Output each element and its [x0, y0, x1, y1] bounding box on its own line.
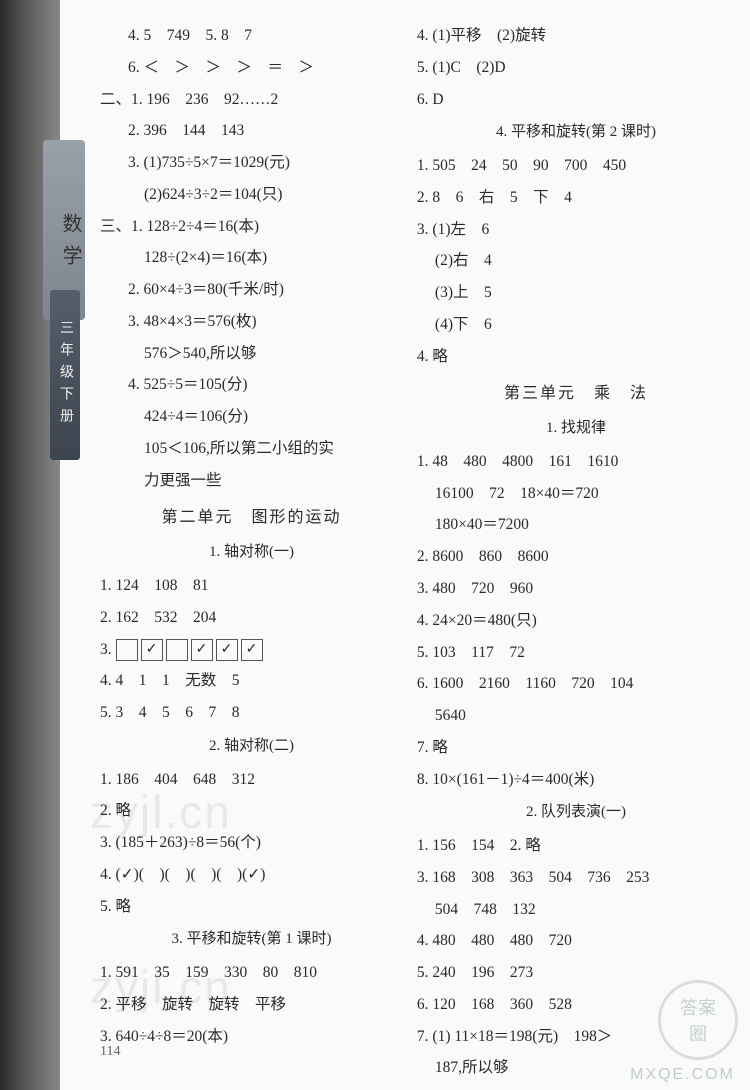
text-line: 1. 48 480 4800 161 1610: [417, 446, 735, 478]
checkbox: ✓: [216, 639, 238, 661]
text-line: 三、1. 128÷2÷4＝16(本): [100, 211, 403, 243]
watermark-url: MXQE.COM: [630, 1066, 735, 1084]
text-line: 6. ＜ ＞ ＞ ＞ ＝ ＞: [100, 52, 403, 84]
text-line: 6. D: [417, 84, 735, 116]
grade-label: 三年级下册: [55, 320, 75, 430]
unit-heading: 第三单元 乘 法: [417, 378, 735, 411]
column-left: 4. 5 749 5. 8 76. ＜ ＞ ＞ ＞ ＝ ＞二、1. 196 23…: [100, 20, 403, 1070]
text-line: 二、1. 196 236 92……2: [100, 84, 403, 116]
text-line: 424÷4＝106(分): [100, 401, 403, 433]
section-heading: 4. 平移和旋转(第 2 课时): [417, 117, 735, 148]
text-line: 3. 168 308 363 504 736 253: [417, 862, 735, 894]
text-line: 1. 591 35 159 330 80 810: [100, 957, 403, 989]
checkbox-row: 3. ✓✓✓✓: [100, 634, 403, 666]
text-line: 180×40＝7200: [417, 509, 735, 541]
text-line: 4. 4 1 1 无数 5: [100, 665, 403, 697]
text-line: 3. (1)735÷5×7＝1029(元): [100, 147, 403, 179]
text-line: 2. 平移 旋转 旋转 平移: [100, 989, 403, 1021]
text-line: 2. 60×4÷3＝80(千米/时): [100, 274, 403, 306]
text-line: 16100 72 18×40＝720: [417, 478, 735, 510]
text-line: 3. 48×4×3＝576(枚): [100, 306, 403, 338]
text-line: (2)624÷3÷2＝104(只): [100, 179, 403, 211]
unit-heading: 第二单元 图形的运动: [100, 502, 403, 535]
row-label: 3.: [100, 641, 116, 658]
text-line: 2. 162 532 204: [100, 602, 403, 634]
text-line: (3)上 5: [417, 277, 735, 309]
text-line: 3. (1)左 6: [417, 214, 735, 246]
text-line: 1. 156 154 2. 略: [417, 830, 735, 862]
text-line: 576＞540,所以够: [100, 338, 403, 370]
text-line: 1. 505 24 50 90 700 450: [417, 150, 735, 182]
text-line: 504 748 132: [417, 894, 735, 926]
text-line: 1. 186 404 648 312: [100, 764, 403, 796]
checkbox: [116, 639, 138, 661]
text-line: 5. 略: [100, 891, 403, 923]
page-number: 114: [100, 1044, 120, 1060]
text-line: 6. 1600 2160 1160 720 104: [417, 668, 735, 700]
checkbox: ✓: [241, 639, 263, 661]
text-line: 3. 640÷4÷8＝20(本): [100, 1021, 403, 1053]
subject-label: 数学: [56, 213, 85, 277]
section-heading: 3. 平移和旋转(第 1 课时): [100, 924, 403, 955]
section-heading: 1. 找规律: [417, 413, 735, 444]
section-heading: 2. 轴对称(二): [100, 731, 403, 762]
logo-bottom: 圈: [689, 1020, 707, 1046]
page: 数学 三年级下册 4. 5 749 5. 8 76. ＜ ＞ ＞ ＞ ＝ ＞二、…: [0, 0, 750, 1090]
text-line: 7. 略: [417, 732, 735, 764]
checkbox: [166, 639, 188, 661]
text-line: 2. 396 144 143: [100, 115, 403, 147]
logo-top: 答案: [680, 994, 716, 1020]
text-line: 力更强一些: [100, 465, 403, 497]
text-line: (4)下 6: [417, 309, 735, 341]
content-area: 4. 5 749 5. 8 76. ＜ ＞ ＞ ＞ ＝ ＞二、1. 196 23…: [100, 20, 735, 1070]
section-heading: 2. 队列表演(一): [417, 797, 735, 828]
text-line: 5640: [417, 700, 735, 732]
watermark-logo: 答案 圈: [658, 980, 738, 1060]
text-line: 2. 8 6 右 5 下 4: [417, 182, 735, 214]
text-line: 4. 480 480 480 720: [417, 925, 735, 957]
text-line: 4. 525÷5＝105(分): [100, 369, 403, 401]
text-line: 3. 480 720 960: [417, 573, 735, 605]
checkbox: ✓: [141, 639, 163, 661]
text-line: 4. (✓)( )( )( )( )(✓): [100, 859, 403, 891]
text-line: 3. (185＋263)÷8＝56(个): [100, 827, 403, 859]
section-heading: 1. 轴对称(一): [100, 537, 403, 568]
text-line: 1. 124 108 81: [100, 570, 403, 602]
text-line: 4. (1)平移 (2)旋转: [417, 20, 735, 52]
text-line: 5. 3 4 5 6 7 8: [100, 697, 403, 729]
checkbox: ✓: [191, 639, 213, 661]
column-right: 4. (1)平移 (2)旋转5. (1)C (2)D6. D4. 平移和旋转(第…: [417, 20, 735, 1070]
text-line: 4. 略: [417, 341, 735, 373]
text-line: 105＜106,所以第二小组的实: [100, 433, 403, 465]
grade-tab: 三年级下册: [50, 290, 80, 460]
text-line: 5. 103 117 72: [417, 637, 735, 669]
text-line: 2. 8600 860 8600: [417, 541, 735, 573]
text-line: 4. 5 749 5. 8 7: [100, 20, 403, 52]
text-line: 5. (1)C (2)D: [417, 52, 735, 84]
text-line: (2)右 4: [417, 245, 735, 277]
text-line: 8. 10×(161－1)÷4＝400(米): [417, 764, 735, 796]
text-line: 128÷(2×4)＝16(本): [100, 242, 403, 274]
text-line: 2. 略: [100, 795, 403, 827]
text-line: 4. 24×20＝480(只): [417, 605, 735, 637]
